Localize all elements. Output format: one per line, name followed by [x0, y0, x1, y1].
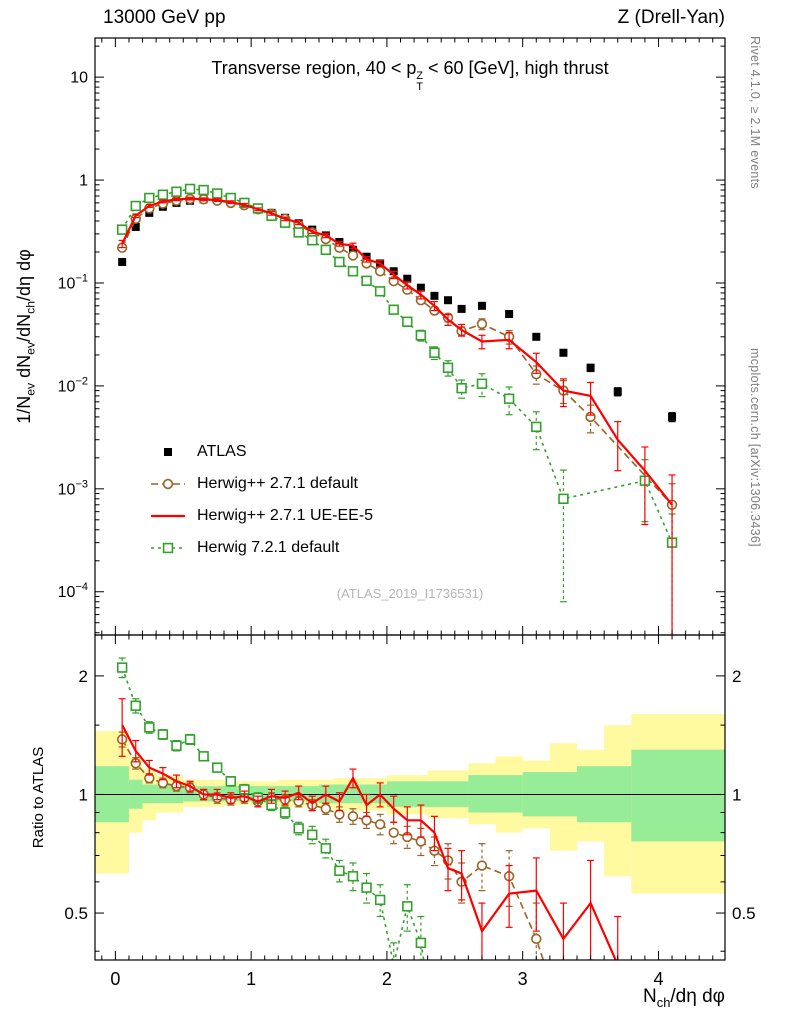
svg-text:0: 0: [110, 969, 120, 989]
svg-text:0.5: 0.5: [732, 904, 756, 923]
svg-text:10−3: 10−3: [58, 478, 88, 498]
legend: ATLAS Herwig++ 2.7.1 default Herwig++ 2.7.…: [150, 436, 373, 564]
svg-text:3: 3: [518, 969, 528, 989]
legend-label: Herwig++ 2.7.1 default: [197, 475, 358, 492]
svg-text:10: 10: [70, 70, 88, 87]
svg-text:10−1: 10−1: [58, 272, 88, 292]
svg-text:0.5: 0.5: [64, 904, 88, 923]
svg-text:1: 1: [79, 785, 88, 804]
legend-marker-2: [151, 478, 185, 490]
svg-text:10−2: 10−2: [58, 375, 88, 395]
legend-item: Herwig++ 2.7.1 UE-EE-5: [150, 500, 373, 532]
svg-text:2: 2: [79, 667, 88, 686]
legend-item: Herwig++ 2.7.1 default: [150, 468, 373, 500]
legend-marker-1: [164, 448, 172, 456]
legend-marker-3: [151, 514, 185, 518]
svg-text:4: 4: [653, 969, 663, 989]
x-axis-title: Nch/dη dφ: [643, 986, 725, 1010]
legend-item: ATLAS: [150, 436, 373, 468]
process-label: Z (Drell-Yan): [617, 7, 725, 28]
svg-text:2: 2: [382, 969, 392, 989]
analysis-watermark: (ATLAS_2019_I1736531): [336, 586, 484, 601]
legend-marker-4: [151, 542, 185, 554]
beam-energy-label: 13000 GeV pp: [103, 7, 226, 28]
svg-text:1: 1: [246, 969, 256, 989]
legend-label: ATLAS: [197, 443, 247, 460]
legend-item: Herwig 7.2.1 default: [150, 532, 373, 564]
svg-text:1: 1: [79, 173, 88, 190]
rivet-version-note: Rivet 4.1.0, ≥ 2.1M events: [748, 36, 762, 189]
svg-text:10−4: 10−4: [58, 581, 88, 601]
legend-label: Herwig++ 2.7.1 UE-EE-5: [197, 507, 374, 524]
y-axis-title: 1/Nev dNev/dNch/dη dφ: [14, 249, 38, 424]
legend-label: Herwig 7.2.1 default: [197, 539, 340, 556]
mcplots-source-note: mcplots.cern.ch [arXiv:1306.3436]: [748, 348, 762, 547]
svg-text:2: 2: [732, 667, 741, 686]
ratio-axis-title: Ratio to ATLAS: [30, 746, 47, 849]
svg-text:1: 1: [732, 785, 741, 804]
